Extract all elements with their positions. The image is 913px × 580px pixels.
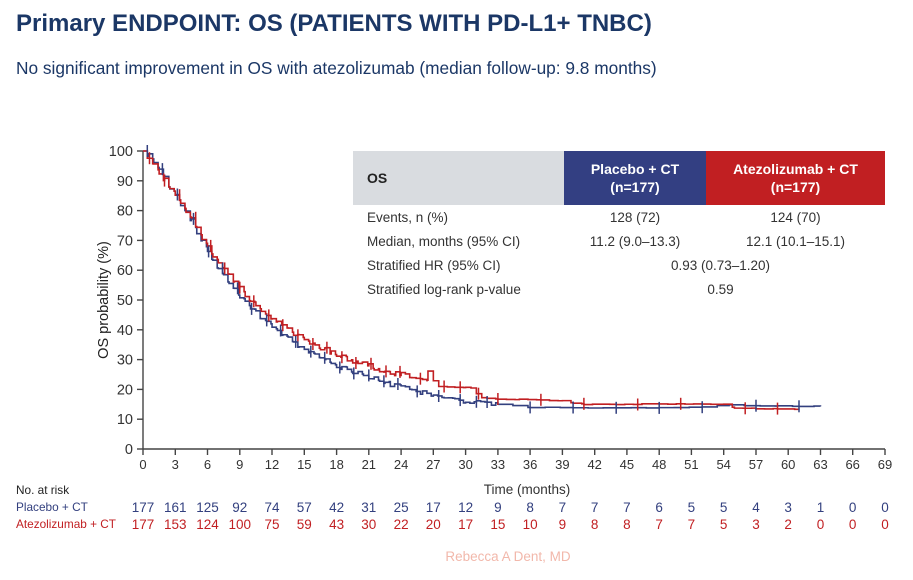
svg-text:0: 0 — [125, 442, 133, 458]
svg-text:15: 15 — [297, 457, 311, 472]
svg-text:12: 12 — [265, 457, 279, 472]
svg-text:50: 50 — [117, 293, 133, 309]
svg-text:66: 66 — [845, 457, 859, 472]
svg-text:9: 9 — [236, 457, 243, 472]
svg-text:40: 40 — [117, 323, 133, 339]
svg-text:39: 39 — [555, 457, 569, 472]
svg-text:27: 27 — [426, 457, 440, 472]
svg-text:36: 36 — [523, 457, 537, 472]
svg-text:6: 6 — [204, 457, 211, 472]
svg-text:60: 60 — [781, 457, 795, 472]
svg-text:18: 18 — [329, 457, 343, 472]
svg-text:51: 51 — [684, 457, 698, 472]
svg-text:0: 0 — [139, 457, 146, 472]
svg-text:10: 10 — [117, 412, 133, 428]
svg-text:OS probability (%): OS probability (%) — [96, 241, 112, 359]
svg-text:90: 90 — [117, 174, 133, 190]
svg-text:30: 30 — [458, 457, 472, 472]
svg-text:60: 60 — [117, 263, 133, 279]
svg-text:63: 63 — [813, 457, 827, 472]
svg-text:3: 3 — [172, 457, 179, 472]
svg-text:70: 70 — [117, 233, 133, 249]
svg-text:21: 21 — [362, 457, 376, 472]
svg-text:45: 45 — [620, 457, 634, 472]
svg-text:42: 42 — [587, 457, 601, 472]
svg-text:20: 20 — [117, 382, 133, 398]
svg-text:80: 80 — [117, 204, 133, 220]
svg-text:57: 57 — [749, 457, 763, 472]
svg-text:33: 33 — [491, 457, 505, 472]
svg-text:30: 30 — [117, 353, 133, 369]
svg-text:100: 100 — [109, 144, 133, 160]
svg-text:54: 54 — [716, 457, 730, 472]
svg-text:24: 24 — [394, 457, 408, 472]
svg-text:69: 69 — [878, 457, 892, 472]
svg-text:48: 48 — [652, 457, 666, 472]
